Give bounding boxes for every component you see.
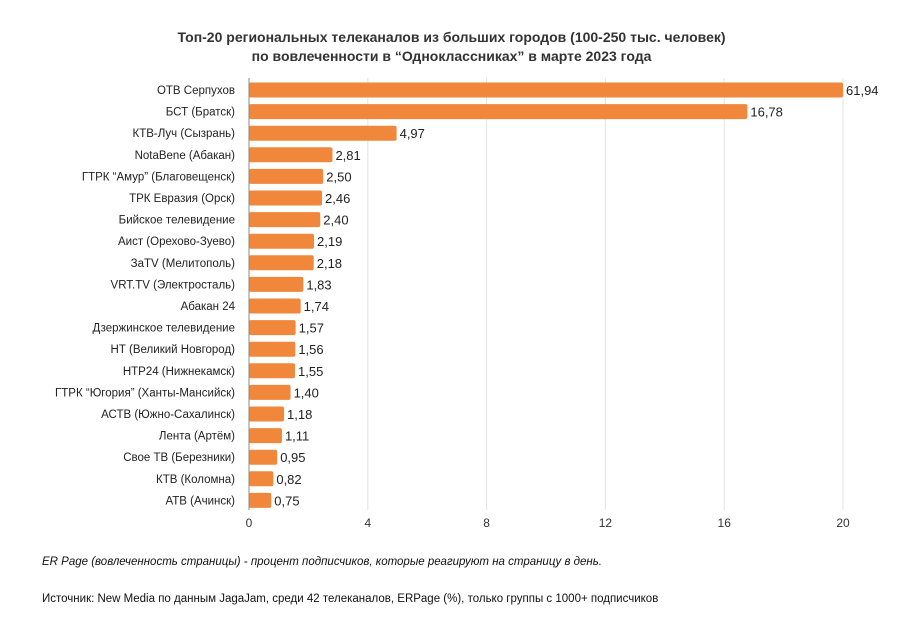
bar [249,471,274,487]
bar [249,233,315,249]
value-label: 1,74 [304,299,329,314]
bar [249,190,323,206]
bar [249,82,843,98]
bar [249,298,301,314]
bar [249,363,296,379]
category-label: НТР24 (Нижнекамск) [123,366,235,378]
value-label: 1,40 [294,385,319,400]
footnote-er-page: ER Page (вовлеченность страницы) - проце… [42,556,603,568]
category-label: АТВ (Ачинск) [165,495,235,507]
bar [249,492,272,508]
x-tick-label: 20 [836,516,850,530]
category-label: VRT.TV (Электросталь) [111,279,236,291]
chart-title-line-1: Топ-20 региональных телеканалов из больш… [177,29,726,45]
category-label: КТВ-Луч (Сызрань) [133,128,236,140]
category-label: Лента (Артём) [159,431,235,443]
bar-chart: 0 4 8 12 16 20 ОТВ Серпухов 61,94 БСТ (Братск) 16… [55,78,879,530]
bar [249,125,397,141]
value-label: 16,78 [750,105,783,120]
x-tick-label: 4 [364,516,371,530]
source-note: Источник: New Media по данным JagaJam, с… [42,593,659,605]
category-label: NotaBene (Абакан) [135,150,236,162]
bar [249,428,282,444]
bar [249,104,748,120]
bar [249,449,278,465]
value-label: 1,56 [298,342,323,357]
category-label: ГТРК “Югория” (Ханты-Мансийск) [55,387,235,399]
category-label: АСТВ (Южно-Сахалинск) [101,409,235,421]
category-label: КТВ (Коломна) [156,474,235,486]
x-tick-label: 8 [483,516,490,530]
bar [249,168,324,184]
bar [249,406,285,422]
value-label: 1,57 [299,321,324,336]
bar [249,341,296,357]
category-label: ГТРК “Амур” (Благовещенск) [82,171,235,183]
bar [249,384,291,400]
value-label: 1,18 [287,407,312,422]
chart-title-line-2: по вовлеченности в “Одноклассниках” в ма… [251,48,652,64]
category-label: ТРК Евразия (Орск) [129,193,235,205]
bar [249,147,333,163]
value-label: 2,18 [317,256,342,271]
x-tick-label: 16 [718,516,732,530]
value-label: 61,94 [846,83,879,98]
x-tick-label: 12 [599,516,613,530]
category-label: Дзержинское телевидение [92,323,235,335]
category-label: Абакан 24 [181,301,236,313]
value-label: 2,50 [326,169,351,184]
category-label: Аист (Орехово-Зуево) [118,236,235,248]
bar [249,276,304,292]
category-label: Бийское телевидение [119,215,235,227]
bar [249,212,321,228]
category-label: БСТ (Братск) [166,107,235,119]
value-label: 1,11 [285,429,309,444]
value-label: 1,55 [298,364,323,379]
category-label: ОТВ Серпухов [157,85,235,97]
value-label: 0,95 [280,450,305,465]
value-label: 0,82 [276,472,301,487]
value-label: 2,19 [317,234,342,249]
value-label: 2,81 [335,148,360,163]
category-label: ЗаTV (Мелитополь) [131,258,236,270]
bar [249,255,314,271]
category-label: Свое ТВ (Березники) [123,452,235,464]
value-label: 1,83 [306,277,331,292]
value-label: 0,75 [274,493,299,508]
value-label: 4,97 [400,126,425,141]
value-label: 2,46 [325,191,350,206]
x-tick-label: 0 [246,516,253,530]
value-label: 2,40 [323,213,348,228]
category-label: НТ (Великий Новгород) [111,344,236,356]
bar [249,320,296,336]
